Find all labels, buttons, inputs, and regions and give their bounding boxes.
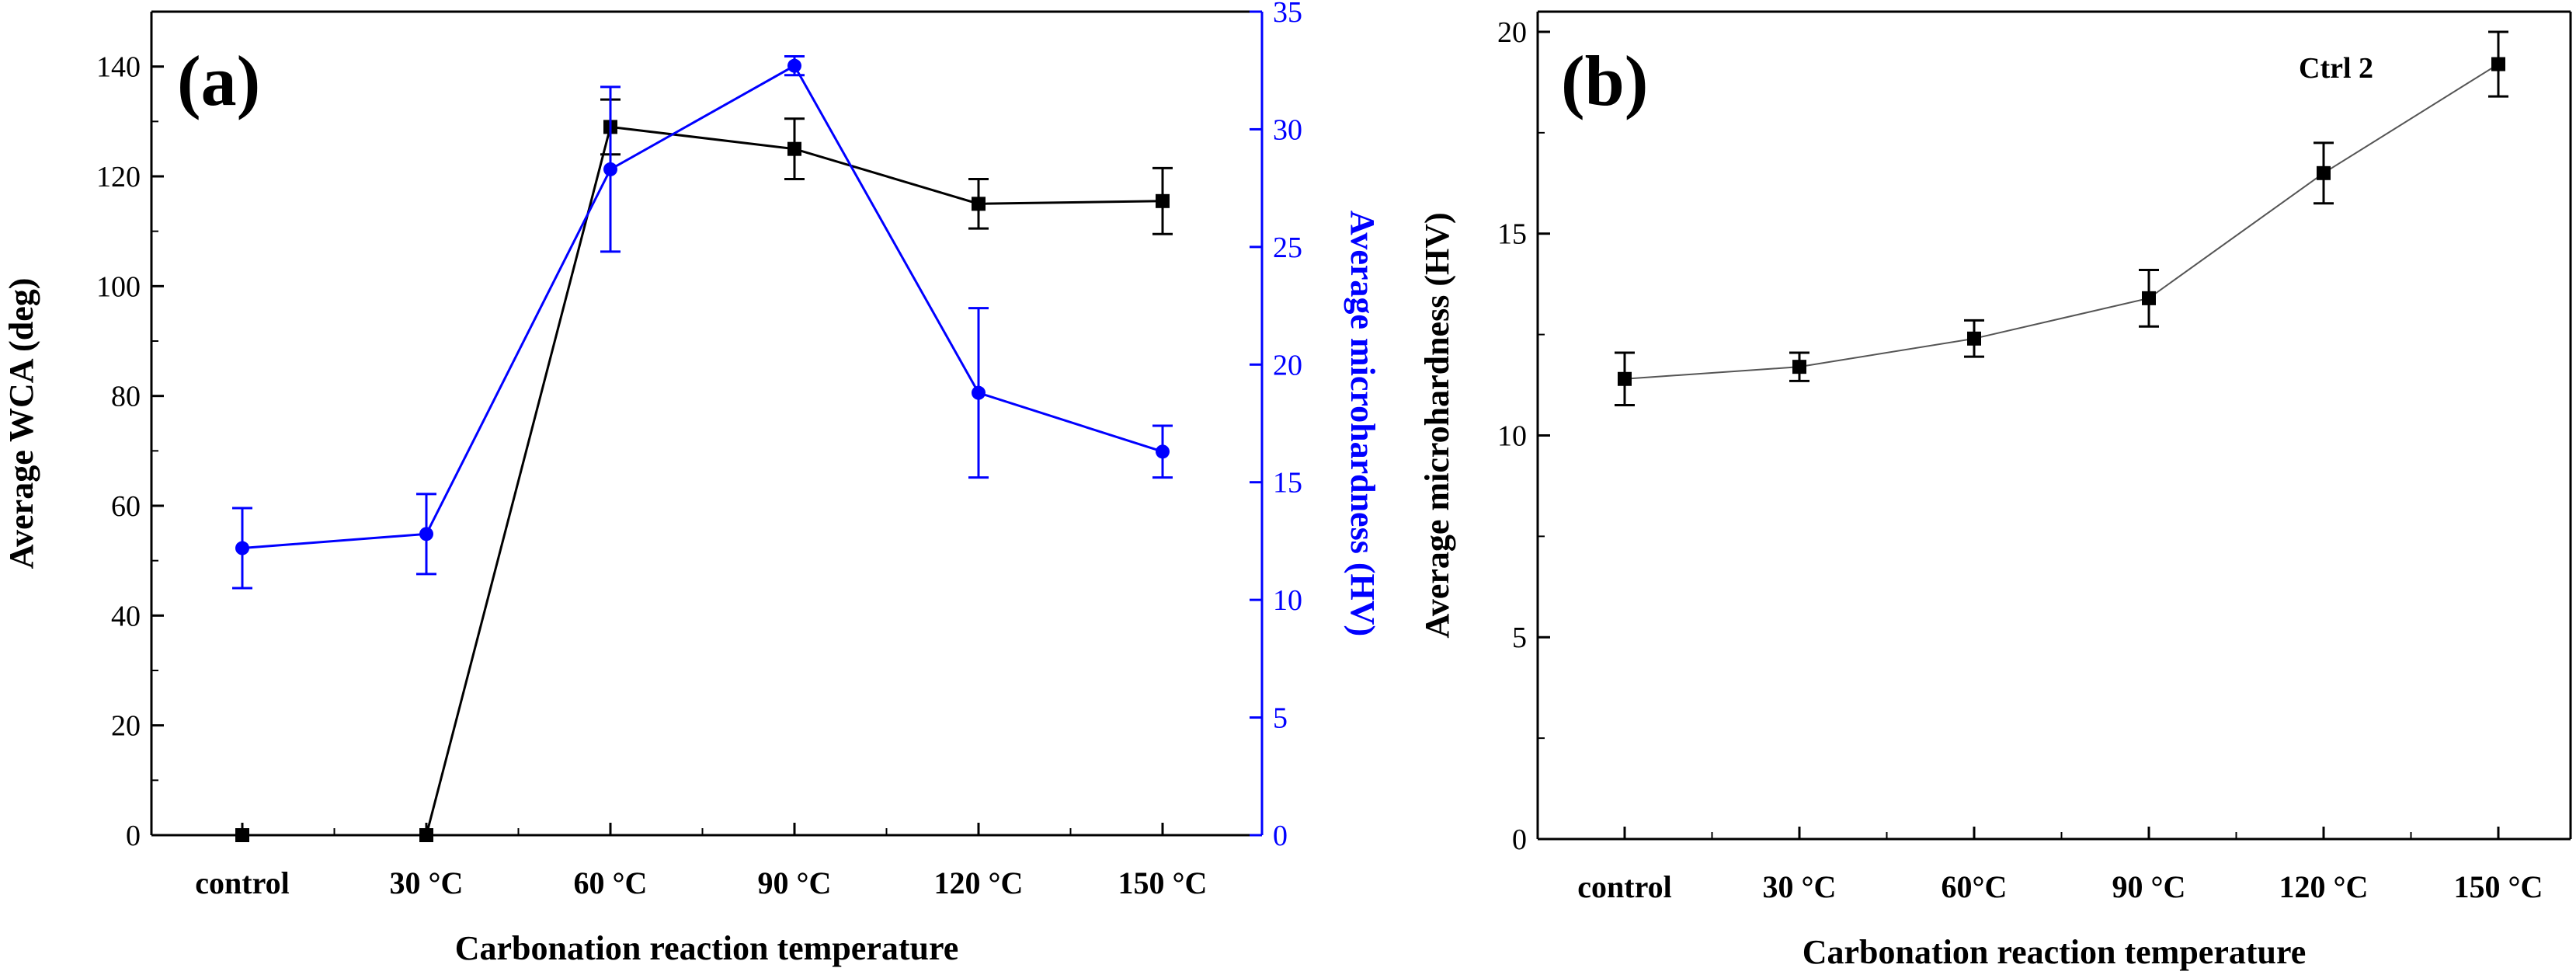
x-category-label: 30 °C	[1763, 869, 1837, 904]
y2-tick-label: 20	[1273, 349, 1302, 381]
series-line	[1624, 63, 2499, 380]
y-tick-label: 60	[111, 490, 141, 523]
x-category-label: 30 °C	[390, 865, 464, 900]
data-point	[235, 828, 249, 842]
y-axis-title: Average WCA (deg)	[2, 278, 40, 569]
panel-label: (a)	[177, 41, 260, 120]
data-point	[2317, 165, 2331, 180]
y2-tick-label: 15	[1273, 467, 1302, 500]
data-point	[787, 58, 801, 73]
y-tick-label: 10	[1497, 420, 1527, 452]
x-category-label: control	[195, 865, 289, 900]
x-category-label: control	[1577, 869, 1671, 904]
y-tick-label: 20	[111, 710, 141, 743]
data-point	[1156, 444, 1170, 459]
annotation-label: Ctrl 2	[2299, 52, 2373, 85]
series-line	[242, 64, 1163, 550]
y-tick-label: 40	[111, 600, 141, 632]
data-point	[972, 197, 986, 211]
data-point	[2491, 57, 2505, 71]
series-line	[242, 125, 1163, 837]
data-point	[235, 541, 249, 555]
x-category-label: 60 °C	[574, 865, 648, 900]
x-category-label: 150 °C	[1118, 865, 1208, 900]
x-axis-title: Carbonation reaction temperature	[455, 929, 958, 967]
data-point	[419, 828, 433, 842]
y2-tick-label: 25	[1273, 232, 1302, 264]
x-category-label: 150 °C	[2454, 869, 2543, 904]
data-point	[787, 141, 801, 156]
y2-tick-label: 10	[1273, 584, 1302, 617]
y-tick-label: 5	[1512, 622, 1527, 654]
data-point	[2142, 291, 2156, 305]
panel-label: (b)	[1561, 41, 1648, 120]
panel-b-chart: 0 5 10 15 20 control 30 °C 60°C 90 °C 120 °C 150 °…	[1418, 10, 2572, 971]
y-tick-label: 0	[126, 820, 141, 852]
y2-tick-label: 5	[1273, 702, 1288, 735]
data-point	[1156, 193, 1170, 208]
y-tick-label: 100	[96, 270, 141, 303]
y2-tick-label: 30	[1273, 113, 1302, 146]
data-point	[1792, 360, 1806, 374]
y-tick-label: 80	[111, 381, 141, 413]
y2-axis-title: Average microhardness (HV)	[1344, 211, 1382, 636]
y-axis-title: Average microhardness (HV)	[1418, 212, 1456, 638]
data-point	[1967, 331, 1981, 346]
data-point	[972, 385, 986, 400]
panel-a-chart: 0 20 40 60 80 100 120 140 0 5 10 15 20 25 30 35 control 3…	[2, 0, 1382, 967]
data-point	[603, 162, 617, 176]
x-category-label: 60°C	[1942, 869, 2008, 904]
y-tick-label: 20	[1497, 16, 1527, 49]
x-category-label: 90 °C	[2112, 869, 2186, 904]
y-tick-label: 140	[96, 51, 141, 84]
data-point	[419, 527, 433, 541]
x-category-label: 90 °C	[758, 865, 832, 900]
y2-tick-label: 35	[1273, 0, 1302, 29]
y-tick-label: 120	[96, 161, 141, 193]
y-tick-label: 0	[1512, 824, 1527, 856]
y2-tick-label: 0	[1273, 820, 1288, 852]
y-tick-label: 15	[1497, 218, 1527, 251]
x-axis-title: Carbonation reaction temperature	[1803, 933, 2306, 971]
data-point	[1618, 371, 1632, 386]
x-category-label: 120 °C	[934, 865, 1024, 900]
x-category-label: 120 °C	[2279, 869, 2369, 904]
